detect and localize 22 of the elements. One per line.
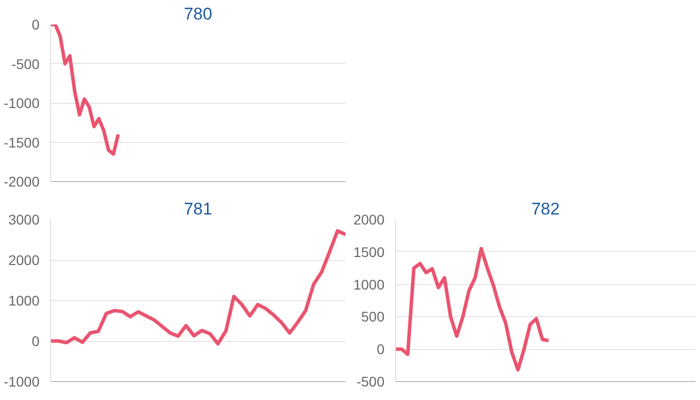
y-tick-label: -1500	[4, 134, 40, 150]
chart-title: 781	[184, 200, 212, 218]
y-tick-label: 0	[376, 341, 385, 358]
y-tick-label: -500	[11, 56, 40, 72]
chart-title: 780	[184, 4, 212, 24]
line-series	[50, 24, 120, 156]
y-tick-label: -2000	[4, 174, 40, 190]
y-tick-label: -500	[356, 374, 385, 390]
y-tick-label: 1000	[353, 276, 385, 292]
y-tick-label: 1500	[353, 244, 385, 260]
chart-title: 782	[531, 200, 560, 218]
y-tick-label: 2000	[8, 252, 40, 268]
line-series	[50, 229, 346, 346]
y-tick-label: 1000	[8, 292, 40, 308]
y-tick-label: -1000	[4, 374, 40, 390]
y-tick-label: -1000	[4, 95, 40, 111]
line-series	[396, 246, 550, 372]
y-tick-label: 0	[32, 333, 40, 349]
y-tick-label: 2000	[353, 212, 385, 228]
y-tick-label: 500	[361, 308, 385, 325]
y-tick-label: 0	[32, 16, 40, 32]
y-tick-label: 3000	[8, 212, 40, 228]
